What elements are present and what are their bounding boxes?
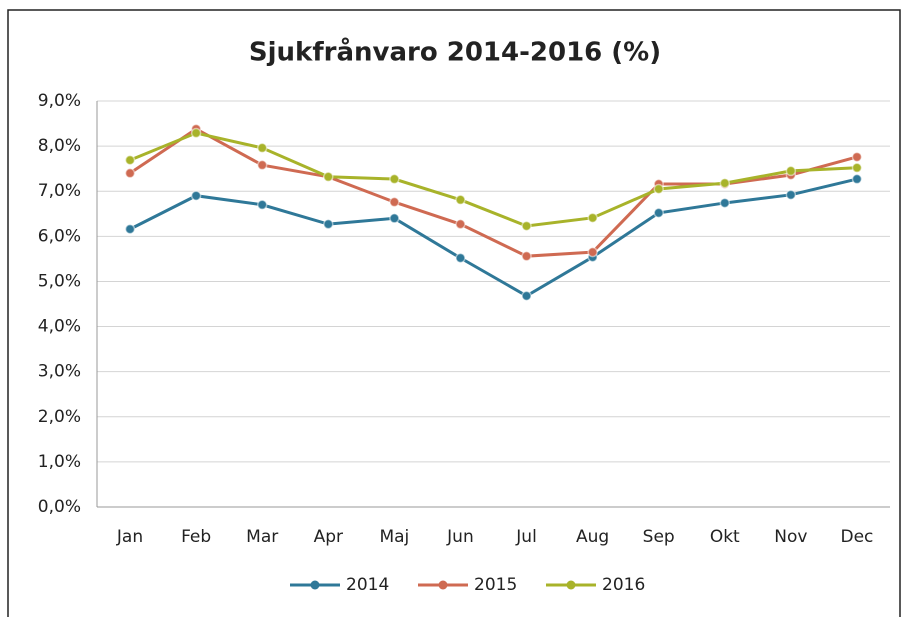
x-tick-label: Jun [446,527,474,547]
y-tick-label: 5,0% [38,271,81,291]
x-tick-label: Maj [379,527,409,547]
point [124,223,136,235]
x-tick-label: Sep [643,527,675,547]
x-tick-label: Apr [314,527,343,547]
y-tick-label: 2,0% [38,407,81,427]
y-tick-label: 0,0% [38,497,81,517]
y-tick-label: 1,0% [38,452,81,472]
point [851,162,863,174]
point [389,196,400,208]
x-tick-label: Mar [246,527,278,547]
point [719,177,731,189]
point [256,199,268,211]
x-tick-label: Dec [841,527,874,547]
series-line [129,131,858,228]
point [124,167,136,179]
x-tick-label: Feb [181,527,211,547]
point [785,189,797,201]
x-tick-label: Okt [710,527,740,547]
point [323,171,334,183]
point [719,197,731,209]
x-tick-label: Aug [576,527,609,547]
point [521,220,532,232]
point [389,173,400,185]
legend-marker [310,580,320,590]
chart-title: Sjukfrånvaro 2014-2016 (%) [249,36,661,68]
point [785,165,797,177]
point [124,154,136,166]
legend-marker [438,580,448,590]
legend-label: 2015 [474,575,517,595]
y-tick-label: 4,0% [38,317,81,337]
point [190,190,202,201]
point [389,213,400,224]
point [521,290,532,302]
point [455,252,466,264]
point [851,151,863,163]
y-tick-label: 8,0% [38,136,81,156]
point [587,246,598,258]
x-tick-label: Jul [515,527,537,547]
point [653,183,664,195]
x-tick-label: Nov [774,527,807,547]
point [587,212,598,224]
y-tick-label: 7,0% [38,181,81,201]
point [256,159,268,171]
point [455,194,466,206]
point [256,142,268,154]
legend-marker [566,580,576,590]
y-tick-label: 9,0% [38,91,81,111]
y-tick-label: 6,0% [38,226,81,246]
legend-label: 2016 [602,575,645,595]
point [521,250,532,262]
point [455,218,466,230]
x-tick-label: Jan [116,527,143,547]
legend-label: 2014 [346,575,389,595]
y-tick-label: 3,0% [38,362,81,382]
point [851,173,863,185]
point [653,207,664,219]
series-line [129,177,858,298]
chart-frame [7,9,901,621]
point [323,218,334,230]
point [190,127,202,139]
